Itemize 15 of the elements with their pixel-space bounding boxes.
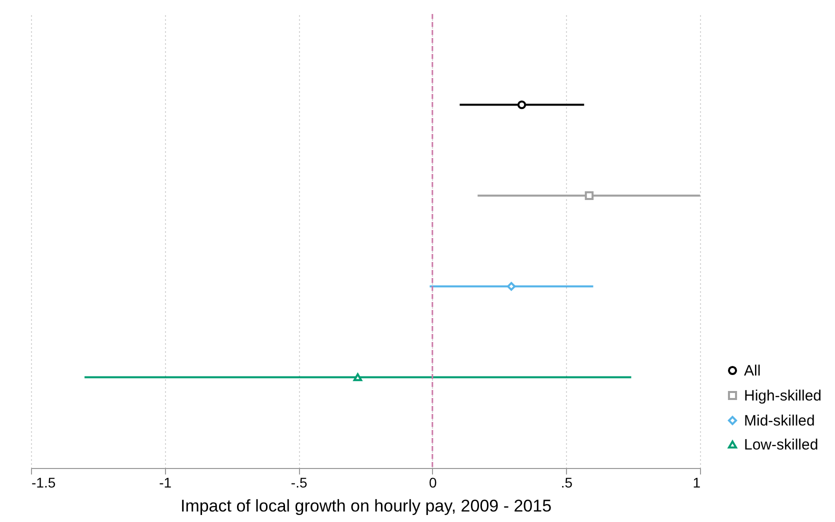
x-axis-title: Impact of local growth on hourly pay, 2009 - 2015 (180, 496, 552, 516)
point (584, 191, 594, 200)
legend-label: All (744, 362, 761, 380)
x-tick-label: 0 (429, 474, 437, 490)
x-tick-label: .5 (560, 474, 573, 490)
x-tick-label: -1.5 (32, 474, 56, 490)
legend-label: Mid-skilled (744, 412, 815, 430)
point (506, 282, 516, 291)
x-tick-label: 1 (692, 474, 701, 490)
legend-label: High-skilled (744, 388, 822, 404)
x-tick-label: -1 (159, 474, 172, 490)
legend-label: Low-skilled (744, 436, 818, 454)
point (353, 373, 362, 382)
x-tick-label: -.5 (290, 474, 308, 490)
point (517, 100, 526, 110)
